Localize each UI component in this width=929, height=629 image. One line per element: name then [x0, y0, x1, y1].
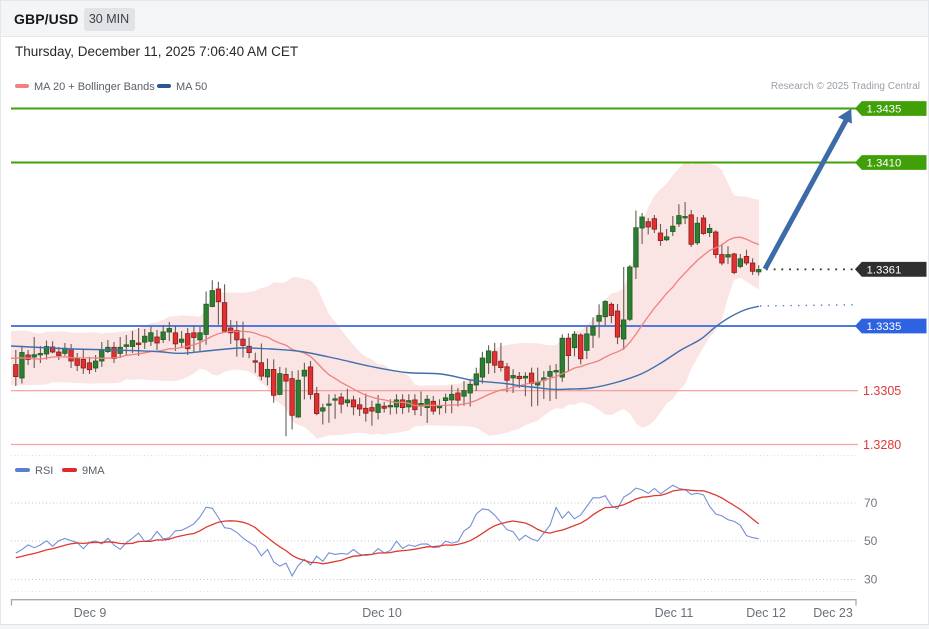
- svg-text:Dec 9: Dec 9: [74, 606, 107, 620]
- svg-text:Dec 10: Dec 10: [362, 606, 402, 620]
- svg-text:50: 50: [864, 534, 878, 548]
- svg-text:Dec 11: Dec 11: [655, 606, 694, 620]
- svg-text:1.3335: 1.3335: [867, 321, 902, 333]
- svg-text:1.3361: 1.3361: [867, 264, 902, 276]
- svg-text:1.3410: 1.3410: [867, 158, 902, 170]
- svg-text:70: 70: [864, 496, 878, 510]
- svg-text:30: 30: [864, 573, 878, 587]
- svg-text:1.3280: 1.3280: [863, 438, 901, 452]
- svg-text:Dec 23: Dec 23: [813, 606, 853, 620]
- svg-text:1.3435: 1.3435: [867, 104, 902, 116]
- svg-text:1.3305: 1.3305: [863, 384, 901, 398]
- svg-text:Dec 12: Dec 12: [746, 606, 786, 620]
